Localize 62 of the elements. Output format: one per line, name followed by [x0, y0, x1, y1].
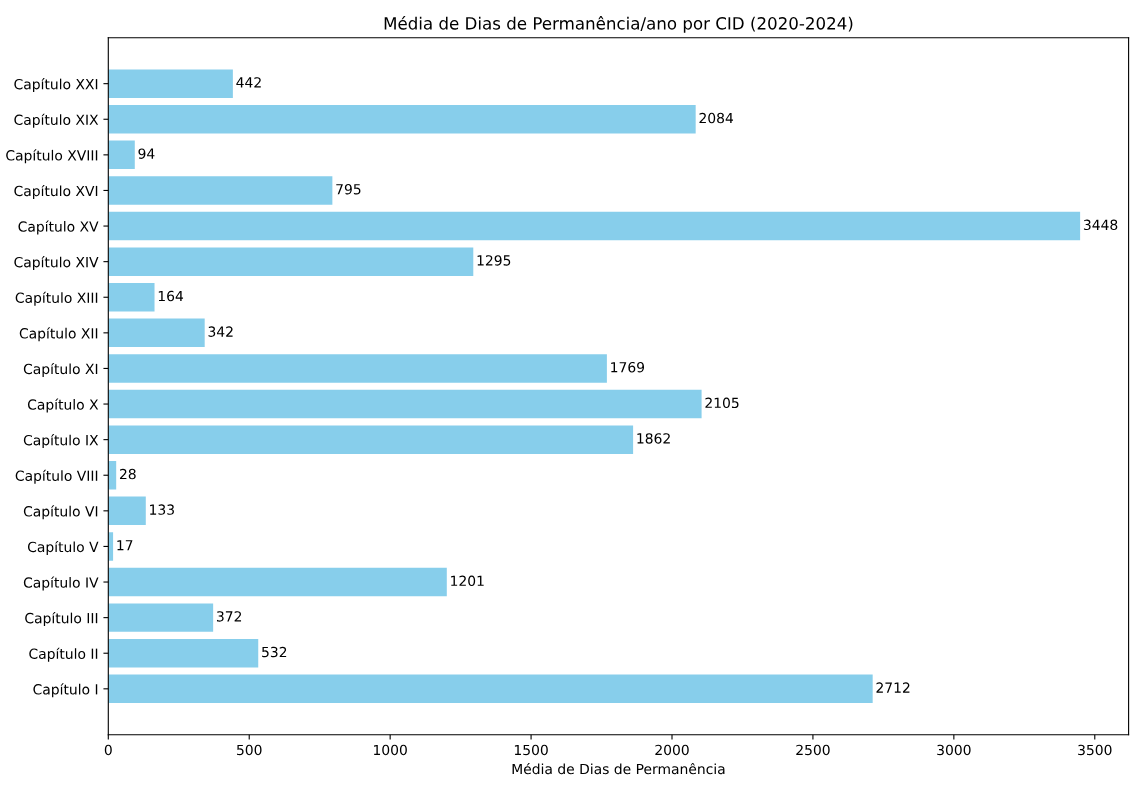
x-tick-label: 0: [104, 744, 112, 756]
bar: [108, 496, 146, 526]
bar: [108, 176, 333, 205]
y-tick-label: Capítulo XVIII: [6, 149, 98, 164]
data-label: 17: [117, 540, 133, 551]
bar: [108, 69, 233, 98]
bar: [108, 211, 1081, 241]
bar: [108, 318, 205, 348]
y-tick-label: Capítulo X: [27, 398, 99, 413]
bar: [108, 638, 259, 668]
x-tick-label: 500: [237, 744, 262, 756]
y-tick-label: Capítulo VI: [23, 505, 98, 520]
y-tick-label: Capítulo XVI: [14, 184, 98, 199]
y-tick-label: Capítulo VIII: [15, 469, 98, 484]
y-tick-label: Capítulo IV: [23, 576, 99, 591]
bar: [108, 247, 474, 276]
bar: [108, 425, 634, 454]
data-label: 795: [336, 183, 361, 195]
x-tick-label: 1500: [514, 744, 548, 756]
data-label: 2105: [705, 397, 739, 409]
bar: [108, 354, 607, 383]
y-tick-label: Capítulo I: [33, 683, 98, 698]
y-tick-label: Capítulo XI: [23, 362, 98, 377]
data-label: 133: [150, 504, 174, 515]
y-tick-label: Capítulo XIX: [14, 113, 99, 128]
data-label: 164: [158, 290, 184, 302]
data-label: 94: [138, 148, 155, 159]
chart-title: Média de Dias de Permanência/ano por CID (2020-2024): [384, 16, 853, 33]
data-label: 3448: [1083, 219, 1118, 231]
data-label: 1201: [451, 575, 484, 587]
bar: [108, 389, 702, 419]
y-tick-label: Capítulo IX: [23, 434, 99, 449]
data-label: 1769: [611, 361, 645, 373]
bar: [108, 140, 135, 170]
data-label: 532: [262, 646, 287, 658]
x-tick-label: 2000: [655, 744, 689, 756]
x-tick-label: 3000: [937, 744, 971, 756]
bar: [108, 603, 214, 632]
data-label: 28: [119, 468, 136, 480]
y-tick-label: Capítulo XIII: [15, 291, 98, 306]
data-label: 1295: [477, 255, 511, 266]
bar: [108, 283, 155, 312]
bar: [108, 567, 447, 597]
data-label: 442: [236, 77, 261, 88]
data-label: 1862: [637, 433, 670, 444]
data-label: 2084: [699, 112, 734, 124]
bar: [108, 674, 873, 704]
y-tick-label: Capítulo XV: [18, 220, 99, 235]
y-tick-label: Capítulo II: [29, 647, 98, 662]
y-tick-label: Capítulo XIV: [14, 256, 99, 271]
bar: [108, 105, 696, 134]
y-tick-label: Capítulo XII: [19, 327, 98, 342]
y-tick-label: Capítulo III: [25, 612, 98, 627]
data-label: 372: [216, 611, 242, 622]
x-tick-label: 1000: [374, 744, 407, 756]
x-tick-label: 3500: [1078, 744, 1112, 756]
x-tick-label: 2500: [796, 744, 830, 756]
data-label: 342: [208, 326, 233, 337]
y-tick-label: Capítulo XXI: [14, 78, 98, 93]
x-axis-title: Média de Dias de Permanência: [512, 762, 725, 775]
y-tick-label: Capítulo V: [27, 540, 99, 555]
data-label: 2712: [876, 682, 910, 693]
